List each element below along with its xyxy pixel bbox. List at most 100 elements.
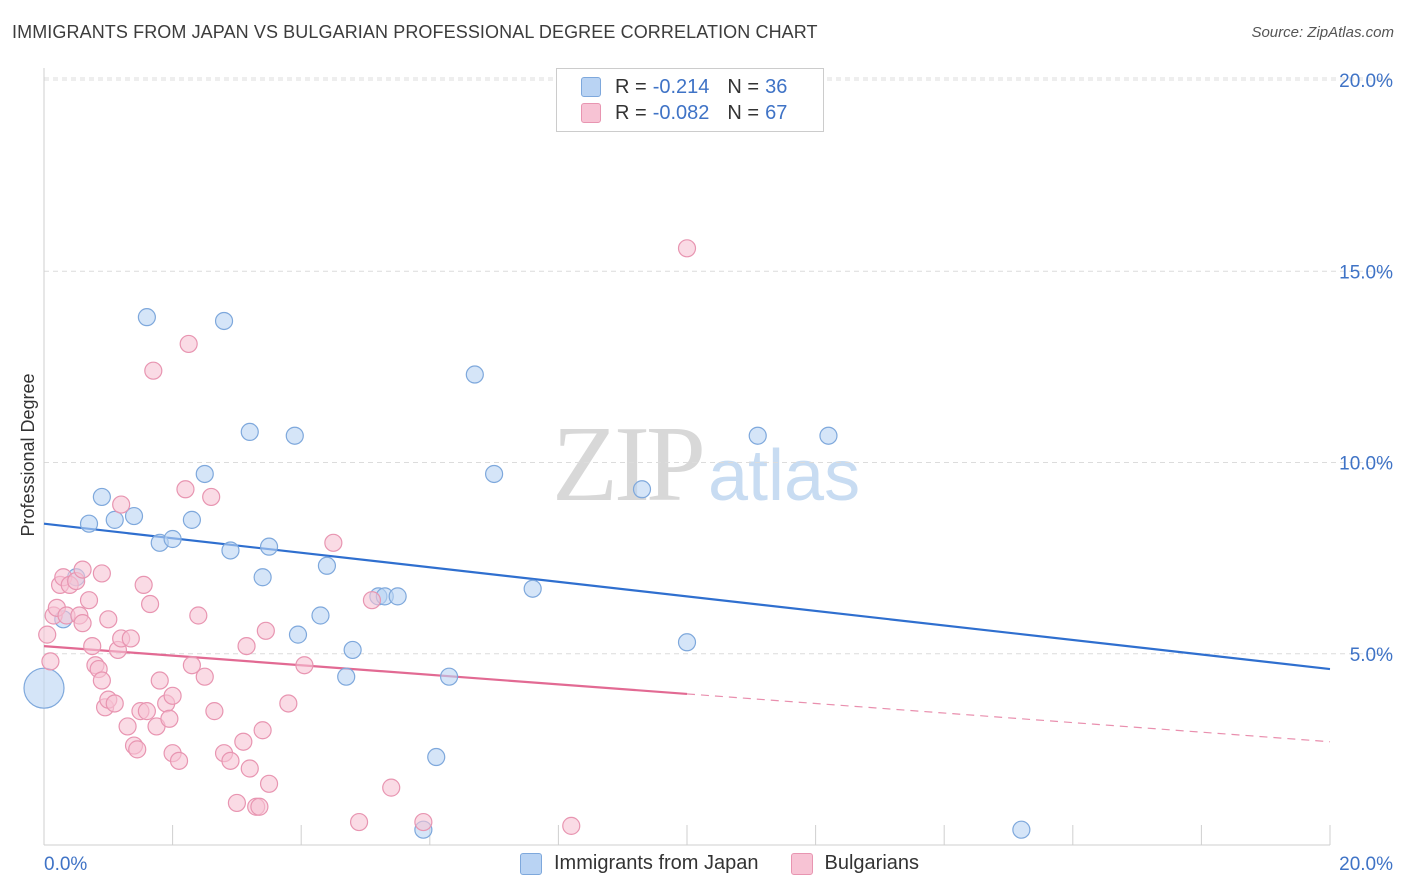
japan-point <box>748 426 767 445</box>
bulgarian-point <box>279 694 298 713</box>
bulgarian-point <box>41 652 60 671</box>
japan-point <box>182 510 201 529</box>
bulgarian-point <box>73 560 92 579</box>
chart-title: IMMIGRANTS FROM JAPAN VS BULGARIAN PROFE… <box>12 22 818 42</box>
japan-trend-line <box>43 522 1331 671</box>
bulgarian-point <box>202 487 221 507</box>
japan-point <box>427 747 446 767</box>
data-points <box>23 239 1031 839</box>
bulgarian-point <box>83 636 102 656</box>
legend-row-japan: R = -0.214 N = 36 <box>581 74 787 100</box>
bulgarian-point <box>382 778 401 797</box>
japan-point <box>337 667 356 686</box>
bulgarian-point <box>79 591 99 610</box>
bulgarian-point <box>195 667 214 686</box>
tick-labels: 5.0% 10.0% 15.0% 20.0% 0.0% 20.0% <box>44 71 1393 875</box>
x-tick-label: 20.0% <box>1339 854 1393 875</box>
japan-point <box>221 541 240 560</box>
bulgarian-point <box>237 636 256 656</box>
japan-point <box>1012 820 1031 839</box>
series-legend-bulgarians: Bulgarians <box>790 852 920 875</box>
bulgarian-point <box>118 717 137 736</box>
japan-point <box>137 308 156 327</box>
japan-point <box>195 464 214 484</box>
bulgarian-point <box>240 759 259 778</box>
y-axis-label: Professional Degree <box>18 373 38 536</box>
bulgarian-point <box>150 671 169 690</box>
bulgarian-point <box>324 533 343 552</box>
legend-swatch-bulgarians <box>581 103 601 123</box>
series-label-bulgarians: Bulgarians <box>824 852 920 874</box>
bulgarian-trend-line <box>43 645 688 696</box>
japan-point <box>214 311 234 331</box>
bulgarian-point <box>677 239 697 258</box>
correlation-legend: R = -0.214 N = 36 R = -0.082 N = 67 <box>556 68 824 132</box>
bulgarian-point <box>182 656 201 675</box>
bulgarian-point <box>121 629 140 648</box>
y-tick-label: 5.0% <box>1350 645 1393 666</box>
legend-row-bulgarians: R = -0.082 N = 67 <box>581 100 787 126</box>
japan-point <box>388 587 407 606</box>
legend-r-label: R = <box>615 101 647 124</box>
bulgarian-point <box>140 594 160 614</box>
legend-r-label: R = <box>615 75 647 98</box>
legend-swatch-japan <box>581 77 601 97</box>
bulgarian-point <box>259 774 279 793</box>
y-tick-label: 10.0% <box>1339 454 1393 475</box>
bulgarian-point <box>99 610 118 629</box>
japan-point <box>79 514 99 533</box>
bulgarian-point <box>227 793 246 813</box>
legend-r-value: -0.214 <box>652 75 710 98</box>
series-swatch-bulgarians <box>790 852 813 875</box>
bulgarian-point <box>179 334 198 354</box>
series-legend-japan: Immigrants from Japan <box>520 852 759 875</box>
japan-point <box>124 506 144 526</box>
x-tick-label: 0.0% <box>44 854 87 875</box>
bulgarian-point <box>221 751 240 770</box>
axes <box>43 68 1331 846</box>
bulgarian-point <box>163 686 182 705</box>
bulgarian-point <box>144 361 163 380</box>
japan-point <box>485 464 504 484</box>
legend-n-value: 36 <box>765 75 788 98</box>
bulgarian-point <box>38 625 57 644</box>
japan-point <box>288 625 308 644</box>
japan-point <box>439 667 459 686</box>
bulgarian-point <box>160 709 179 728</box>
bulgarian-trend-extension <box>686 693 1331 743</box>
bulgarian-point <box>128 740 147 759</box>
bulgarian-point <box>253 721 272 740</box>
bulgarian-point <box>92 564 111 583</box>
legend-n-value: 67 <box>765 101 788 124</box>
series-label-japan: Immigrants from Japan <box>554 852 759 874</box>
japan-point <box>253 568 272 587</box>
japan-point <box>163 529 182 549</box>
bulgarian-point <box>234 732 253 751</box>
japan-point <box>523 579 542 598</box>
japan-point <box>105 510 124 529</box>
bulgarian-point <box>349 812 369 832</box>
japan-point <box>285 426 304 445</box>
trend-lines <box>43 522 1331 743</box>
bulgarian-point <box>189 606 208 625</box>
japan-point <box>632 480 652 499</box>
bulgarian-point <box>562 816 581 835</box>
japan-point <box>819 426 838 445</box>
series-legend: Immigrants from Japan Bulgarians <box>520 852 951 875</box>
japan-point <box>677 633 697 652</box>
japan-point <box>23 667 65 709</box>
japan-point <box>311 606 330 625</box>
bulgarian-point <box>134 575 153 595</box>
bulgarian-point <box>137 702 156 721</box>
bulgarian-point <box>105 694 124 713</box>
grid-lines <box>44 77 1392 655</box>
y-tick-label: 20.0% <box>1339 71 1393 92</box>
legend-n-label: N = <box>727 75 760 98</box>
japan-point <box>465 365 484 384</box>
legend-r-value: -0.082 <box>652 101 710 124</box>
bulgarian-point <box>92 671 111 690</box>
y-tick-label: 15.0% <box>1339 262 1393 283</box>
source-credit: Source: ZipAtlas.com <box>1251 24 1394 41</box>
bulgarian-point <box>362 591 382 610</box>
